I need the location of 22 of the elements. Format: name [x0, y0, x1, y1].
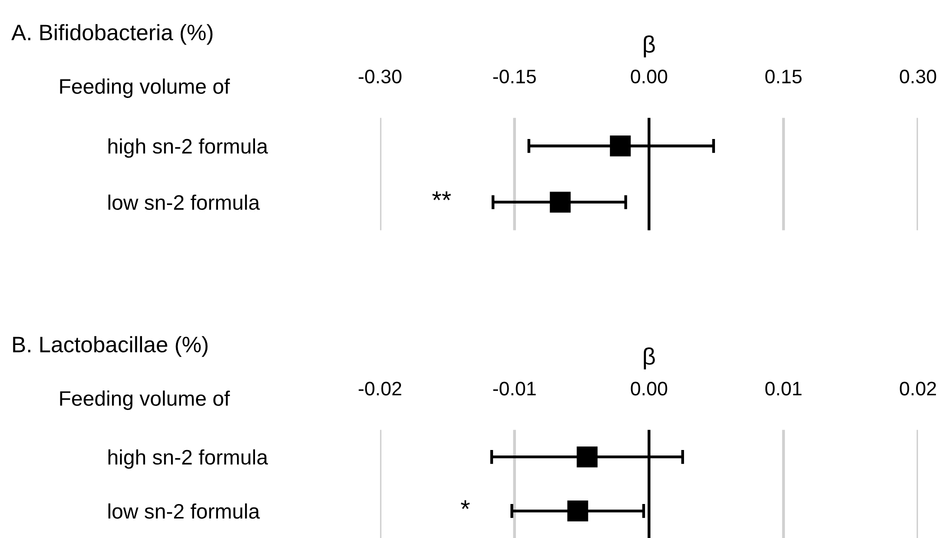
- x-tick-label: 0.01: [765, 382, 802, 396]
- x-tick-label: -0.02: [358, 382, 402, 396]
- y-tick-label: low sn-2 formula: [108, 503, 260, 519]
- x-tick-label: 0.02: [900, 382, 936, 396]
- x-tick-label: -0.30: [358, 70, 402, 84]
- x-tick-label: -0.15: [493, 70, 536, 84]
- x-tick-label: 0.00: [630, 70, 668, 84]
- y-axis-title: Feeding volume of: [60, 78, 230, 98]
- x-axis-title: β: [644, 347, 655, 370]
- x-axis-title: β: [644, 35, 655, 58]
- y-tick-label: low sn-2 formula: [108, 194, 260, 210]
- x-tick-label: 0.30: [900, 70, 936, 84]
- y-axis-title: Feeding volume of: [60, 390, 230, 410]
- text: A. Bifidobacteria (%): [11, 24, 212, 45]
- x-tick-label: 0.00: [630, 382, 668, 396]
- x-tick-label: 0.15: [765, 70, 802, 84]
- y-tick-label: high sn-2 formula: [108, 449, 268, 469]
- text: B. Lactobacillae (%): [13, 336, 208, 357]
- y-tick-label: high sn-2 formula: [108, 138, 268, 158]
- annotation: *: [460, 500, 470, 510]
- annotation: **: [432, 191, 451, 200]
- x-tick-label: -0.01: [493, 382, 536, 396]
